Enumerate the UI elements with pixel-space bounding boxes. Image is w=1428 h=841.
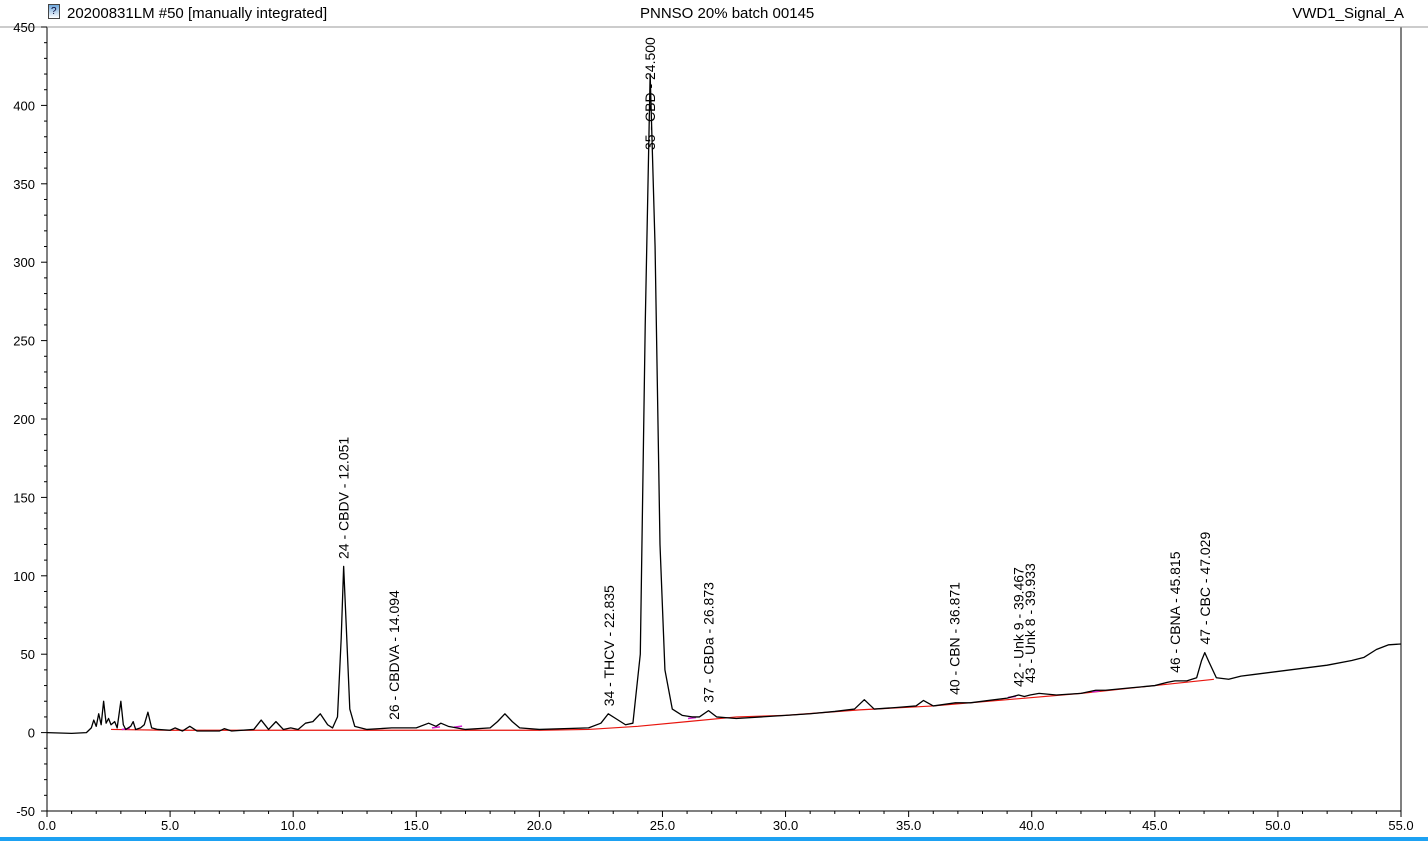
x-tick-label: 55.0 <box>1388 818 1413 833</box>
peak-label: 35 - CBD - 24.500 <box>642 37 658 150</box>
x-tick-label: 50.0 <box>1265 818 1290 833</box>
plot-frame <box>47 27 1401 811</box>
y-tick-label: 200 <box>13 412 35 427</box>
y-tick-label: 100 <box>13 569 35 584</box>
x-tick-label: 15.0 <box>404 818 429 833</box>
y-tick-label: 400 <box>13 98 35 113</box>
x-tick-label: 30.0 <box>773 818 798 833</box>
peak-label: 26 - CBDVA - 14.094 <box>386 590 402 720</box>
x-tick-label: 45.0 <box>1142 818 1167 833</box>
y-tick-label: -50 <box>16 804 35 819</box>
peak-label: 24 - CBDV - 12.051 <box>336 437 352 559</box>
y-tick-label: 50 <box>21 647 35 662</box>
y-tick-label: 250 <box>13 334 35 349</box>
peak-label: 46 - CBNA - 45.815 <box>1167 551 1183 673</box>
peak-label: 40 - CBN - 36.871 <box>947 582 963 695</box>
x-tick-label: 25.0 <box>650 818 675 833</box>
x-tick-label: 0.0 <box>38 818 56 833</box>
integration-marker <box>688 717 696 718</box>
peak-label: 37 - CBDa - 26.873 <box>701 582 717 703</box>
peak-label: 43 - Unk 8 - 39.933 <box>1022 563 1038 683</box>
x-tick-label: 40.0 <box>1019 818 1044 833</box>
peak-label: 47 - CBC - 47.029 <box>1197 532 1213 645</box>
x-tick-label: 35.0 <box>896 818 921 833</box>
peak-label: 34 - THCV - 22.835 <box>601 585 617 706</box>
x-tick-label: 5.0 <box>161 818 179 833</box>
x-tick-label: 10.0 <box>281 818 306 833</box>
y-tick-label: 450 <box>13 20 35 35</box>
bottom-accent-strip <box>0 837 1428 841</box>
y-tick-label: 300 <box>13 255 35 270</box>
integration-marker <box>432 727 440 728</box>
y-tick-label: 0 <box>28 726 35 741</box>
y-tick-label: 350 <box>13 177 35 192</box>
x-tick-label: 20.0 <box>527 818 552 833</box>
y-tick-label: 150 <box>13 490 35 505</box>
